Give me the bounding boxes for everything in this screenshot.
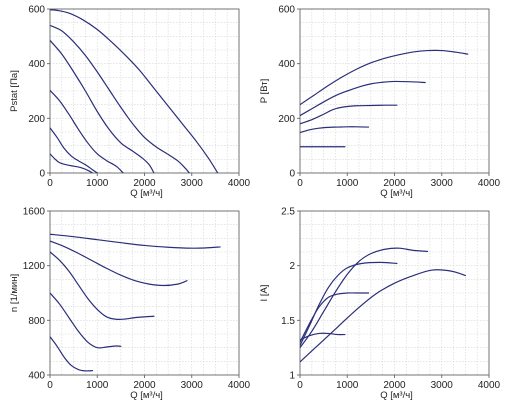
y-tick-label: 2.5 [281, 207, 295, 218]
x-tick-label: 3000 [181, 178, 204, 189]
chart-static-pressure: 0 1000 2000 3000 4000 0 200 400 600 Q [м³/ч] Pstat… [9, 5, 251, 200]
series-line-4 [300, 292, 370, 343]
series-line-3 [300, 104, 398, 125]
series-line-2 [300, 247, 429, 349]
chart-power: 0 1000 2000 3000 4000 0 200 400 600 Q [м³/ч] P [Вт… [259, 5, 501, 200]
series-group [300, 49, 469, 148]
x-tick-label: 2000 [133, 380, 156, 391]
series-line-1 [300, 49, 469, 106]
series-line-1 [50, 9, 219, 173]
y-tick-label: 1200 [23, 261, 46, 272]
series-line-2 [50, 24, 190, 173]
y-tick-label: 200 [278, 114, 295, 125]
series-line-4 [50, 292, 122, 349]
series-group [50, 9, 219, 173]
x-tick-label: 2000 [383, 380, 406, 391]
x-tick-label: 4000 [228, 178, 251, 189]
x-tick-label: 1000 [336, 178, 359, 189]
x-axis-label: Q [м³/ч] [380, 188, 413, 199]
y-tick-label: 800 [28, 316, 45, 327]
x-tick-label: 4000 [478, 380, 501, 391]
x-tick-label: 0 [297, 178, 303, 189]
x-axis-label: Q [м³/ч] [380, 390, 413, 401]
x-tick-label: 4000 [478, 178, 501, 189]
series-line-3 [50, 39, 155, 173]
x-tick-label: 1000 [86, 178, 109, 189]
y-axis-label: I [A] [259, 285, 270, 302]
y-tick-label: 400 [28, 59, 45, 70]
series-line-3 [50, 251, 155, 320]
x-tick-label: 3000 [431, 380, 454, 391]
y-tick-label: 1 [289, 371, 295, 382]
series-line-6 [50, 153, 94, 173]
y-tick-label: 1600 [23, 207, 46, 218]
series-line-2 [50, 240, 188, 287]
series-line-5 [300, 332, 346, 341]
y-axis-label: n [1/мин] [9, 274, 20, 312]
x-tick-label: 1000 [86, 380, 109, 391]
x-axis-label: Q [м³/ч] [130, 390, 163, 401]
x-tick-label: 3000 [181, 380, 204, 391]
x-tick-label: 2000 [133, 178, 156, 189]
x-tick-label: 0 [47, 178, 53, 189]
series-line-1 [300, 269, 466, 363]
y-tick-label: 200 [28, 114, 45, 125]
y-tick-label: 0 [39, 169, 45, 180]
y-tick-label: 0 [289, 169, 295, 180]
chart-rotation-speed: 0 1000 2000 3000 4000 400 800 1200 1600 Q [м³/ч] n… [9, 207, 251, 402]
x-tick-label: 0 [297, 380, 303, 391]
y-tick-label: 1.5 [281, 316, 295, 327]
x-tick-label: 3000 [431, 178, 454, 189]
y-tick-label: 400 [28, 371, 45, 382]
series-group [50, 233, 221, 372]
x-tick-label: 4000 [228, 380, 251, 391]
y-tick-label: 600 [278, 5, 295, 16]
y-tick-label: 600 [28, 5, 45, 16]
x-tick-label: 0 [47, 380, 53, 391]
y-tick-label: 2 [289, 261, 295, 272]
chart-current: 0 1000 2000 3000 4000 1 1.5 2 2.5 Q [м³/ч] I [A] [259, 207, 501, 402]
series-line-2 [300, 80, 426, 117]
series-group [300, 247, 466, 363]
series-line-5 [50, 336, 94, 372]
x-tick-label: 2000 [383, 178, 406, 189]
y-axis-label: P [Вт] [259, 79, 270, 103]
series-line-5 [50, 127, 98, 173]
y-tick-label: 400 [278, 59, 295, 70]
series-line-4 [50, 89, 124, 173]
x-axis-label: Q [м³/ч] [130, 188, 163, 199]
x-tick-label: 1000 [336, 380, 359, 391]
series-line-1 [50, 233, 221, 249]
y-axis-label: Pstat [Па] [9, 70, 20, 112]
series-line-4 [300, 126, 370, 134]
